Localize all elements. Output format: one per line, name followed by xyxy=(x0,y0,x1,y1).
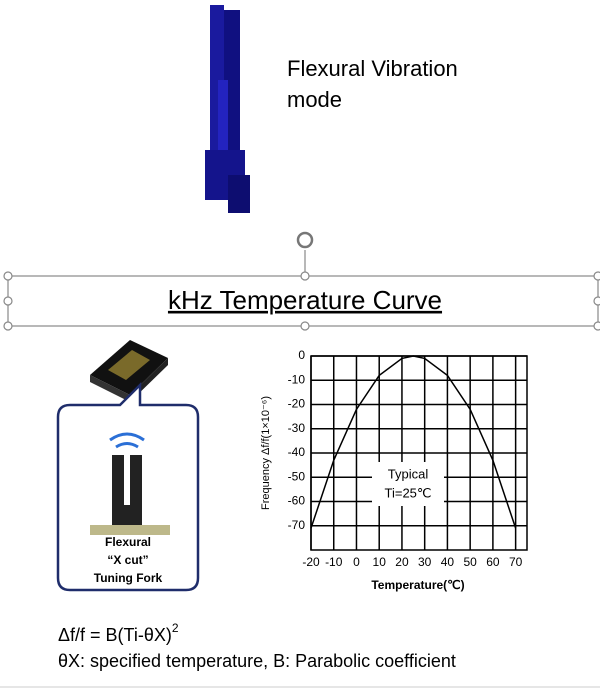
y-tick-label: -20 xyxy=(288,397,306,411)
x-tick-label: -10 xyxy=(325,555,343,569)
formula-main: Δf/f = B(Ti-θX) xyxy=(58,625,172,645)
y-tick-label: -60 xyxy=(288,494,306,508)
fork-graphic xyxy=(205,5,250,213)
x-tick-label: 10 xyxy=(373,555,387,569)
mode-label: Flexural Vibration xyxy=(287,56,458,81)
y-axis-label: Frequency Δf/f(1×10⁻⁶) xyxy=(260,396,272,510)
y-tick-label: 0 xyxy=(298,348,305,362)
y-tick-label: -70 xyxy=(288,518,306,532)
callout xyxy=(56,381,200,592)
x-tick-label: 40 xyxy=(441,555,455,569)
fork-label: “X cut” xyxy=(107,553,148,567)
annotation-bg xyxy=(372,462,444,506)
fork-label: Tuning Fork xyxy=(94,571,163,585)
y-tick-label: -50 xyxy=(288,469,306,483)
x-tick-label: 70 xyxy=(509,555,523,569)
mode-label: mode xyxy=(287,87,342,112)
formula-exponent: 2 xyxy=(172,621,179,635)
x-axis-label: Temperature(℃) xyxy=(371,578,464,592)
x-tick-label: 30 xyxy=(418,555,432,569)
fork-label: Flexural xyxy=(105,535,151,549)
curve xyxy=(310,355,517,529)
annotation: Ti=25℃ xyxy=(385,485,432,500)
x-tick-label: 60 xyxy=(486,555,500,569)
y-tick-label: -40 xyxy=(288,445,306,459)
x-tick-label: 0 xyxy=(353,555,360,569)
y-tick-label: -10 xyxy=(288,372,306,386)
title-box xyxy=(3,231,600,331)
chip-graphic xyxy=(90,340,168,402)
formula: Δf/f = B(Ti-θX)2 xyxy=(58,621,179,645)
x-tick-label: 20 xyxy=(395,555,409,569)
x-tick-label: -20 xyxy=(302,555,320,569)
y-tick-label: -30 xyxy=(288,421,306,435)
x-tick-label: 50 xyxy=(463,555,477,569)
annotation: Typical xyxy=(388,466,429,481)
slide-title: kHz Temperature Curve xyxy=(168,285,442,315)
formula-note: θX: specified temperature, B: Parabolic … xyxy=(58,651,456,671)
